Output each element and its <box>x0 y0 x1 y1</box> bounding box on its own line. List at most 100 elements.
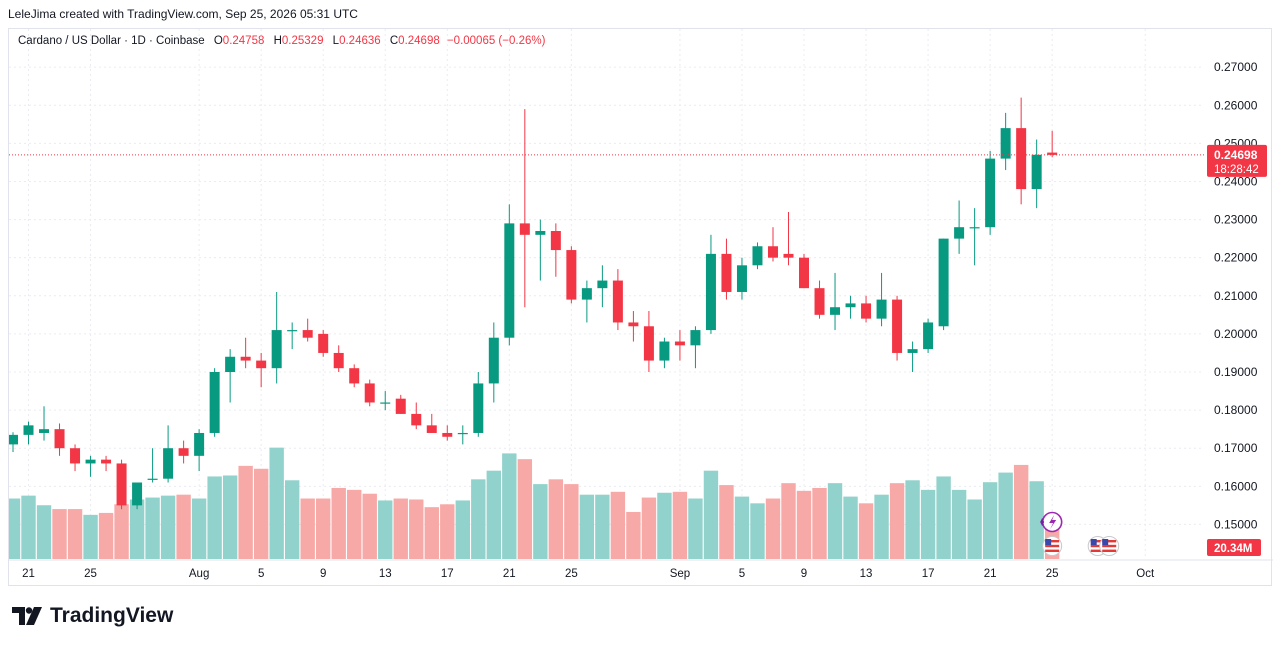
volume-bar[interactable] <box>595 494 610 559</box>
volume-bar[interactable] <box>502 453 517 559</box>
candle-body[interactable] <box>876 299 887 319</box>
volume-bar[interactable] <box>812 487 827 559</box>
volume-bar[interactable] <box>564 484 579 559</box>
candle-body[interactable] <box>767 246 778 258</box>
candle-body[interactable] <box>426 425 437 433</box>
volume-bar[interactable] <box>858 503 874 559</box>
volume-bar[interactable] <box>517 459 533 559</box>
candle-body[interactable] <box>535 231 546 235</box>
candle-body[interactable] <box>287 330 298 332</box>
candle-body[interactable] <box>163 448 174 479</box>
volume-value-tag[interactable] <box>1207 539 1261 556</box>
candle-body[interactable] <box>411 413 422 426</box>
volume-bar[interactable] <box>967 499 982 559</box>
volume-bar[interactable] <box>951 489 967 559</box>
candle-body[interactable] <box>147 478 158 480</box>
volume-bar[interactable] <box>145 497 160 559</box>
candle-body[interactable] <box>364 383 375 403</box>
volume-bar[interactable] <box>191 498 207 559</box>
volume-bar[interactable] <box>750 503 765 559</box>
volume-bar[interactable] <box>672 491 688 559</box>
volume-bar[interactable] <box>533 484 548 559</box>
candle-body[interactable] <box>752 246 763 266</box>
volume-bar[interactable] <box>222 475 238 559</box>
candlestick-chart[interactable]: 0.270000.260000.250000.240000.230000.220… <box>9 29 1273 587</box>
candle-body[interactable] <box>240 356 251 361</box>
candle-body[interactable] <box>861 303 872 319</box>
candle-body[interactable] <box>783 253 794 258</box>
volume-bar[interactable] <box>331 487 346 559</box>
volume-bar[interactable] <box>253 468 269 559</box>
volume-bar[interactable] <box>409 499 424 559</box>
volume-bar[interactable] <box>579 494 595 559</box>
volume-bar[interactable] <box>67 509 83 559</box>
candle-body[interactable] <box>457 432 468 435</box>
volume-bar[interactable] <box>657 492 672 559</box>
volume-bar[interactable] <box>284 480 300 559</box>
candle-body[interactable] <box>442 432 453 437</box>
candle-body[interactable] <box>116 463 127 506</box>
volume-bar[interactable] <box>626 511 641 559</box>
volume-bar[interactable] <box>316 498 331 559</box>
volume-bar[interactable] <box>548 479 564 559</box>
volume-bar[interactable] <box>703 470 719 559</box>
volume-bar[interactable] <box>998 472 1013 559</box>
candle-body[interactable] <box>302 330 313 338</box>
candle-body[interactable] <box>721 253 732 292</box>
candle-body[interactable] <box>132 482 143 506</box>
volume-bar[interactable] <box>889 483 905 559</box>
volume-bar[interactable] <box>796 490 812 559</box>
candle-body[interactable] <box>23 425 34 435</box>
volume-bar[interactable] <box>98 512 114 559</box>
candle-body[interactable] <box>504 223 515 338</box>
volume-bar[interactable] <box>765 498 781 559</box>
volume-bar[interactable] <box>362 493 377 559</box>
candle-body[interactable] <box>194 432 205 456</box>
volume-bar[interactable] <box>160 495 176 559</box>
candle-body[interactable] <box>814 288 825 315</box>
volume-bar[interactable] <box>920 489 936 559</box>
candle-body[interactable] <box>705 253 716 331</box>
candle-body[interactable] <box>178 448 189 456</box>
candle-body[interactable] <box>597 280 608 289</box>
candle-body[interactable] <box>473 383 484 433</box>
volume-bar[interactable] <box>471 479 486 559</box>
volume-bar[interactable] <box>440 504 455 559</box>
volume-bar[interactable] <box>9 498 21 559</box>
candle-body[interactable] <box>550 231 561 251</box>
candle-body[interactable] <box>674 341 685 346</box>
candle-body[interactable] <box>643 326 654 361</box>
volume-bar[interactable] <box>486 470 502 559</box>
volume-bar[interactable] <box>874 494 889 559</box>
volume-bar[interactable] <box>641 497 657 559</box>
volume-bar[interactable] <box>455 500 470 559</box>
volume-bar[interactable] <box>393 498 408 559</box>
volume-bar[interactable] <box>300 498 315 559</box>
candle-body[interactable] <box>9 434 18 445</box>
last-price-tag[interactable] <box>1207 144 1267 177</box>
volume-bar[interactable] <box>905 480 920 559</box>
candle-body[interactable] <box>954 227 965 239</box>
candle-body[interactable] <box>519 223 530 235</box>
volume-bar[interactable] <box>982 482 998 559</box>
candle-body[interactable] <box>736 265 747 292</box>
candle-body[interactable] <box>566 250 577 300</box>
candle-body[interactable] <box>1031 154 1042 190</box>
volume-bar[interactable] <box>129 499 145 559</box>
candle-body[interactable] <box>1000 128 1011 159</box>
candle-body[interactable] <box>628 322 639 327</box>
candle-body[interactable] <box>969 227 980 229</box>
candle-body[interactable] <box>845 303 856 308</box>
candle-body[interactable] <box>333 352 344 369</box>
candle-body[interactable] <box>256 360 267 369</box>
tradingview-logo[interactable]: TradingView <box>12 604 173 628</box>
volume-bar[interactable] <box>238 465 253 559</box>
volume-bar[interactable] <box>83 514 98 559</box>
candle-body[interactable] <box>488 337 499 384</box>
volume-bar[interactable] <box>207 476 222 559</box>
candle-body[interactable] <box>659 341 670 361</box>
volume-bar[interactable] <box>114 504 129 559</box>
candle-body[interactable] <box>380 402 391 404</box>
volume-bar[interactable] <box>52 509 67 559</box>
candle-body[interactable] <box>612 280 623 323</box>
